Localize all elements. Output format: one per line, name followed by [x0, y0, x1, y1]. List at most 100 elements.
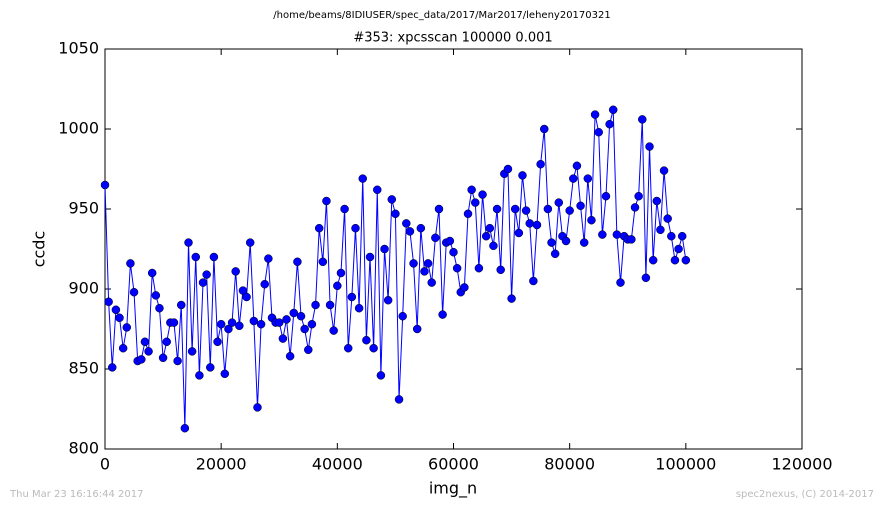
data-point	[216, 319, 226, 329]
data-point	[253, 403, 262, 412]
data-point	[616, 278, 625, 287]
data-point	[489, 241, 498, 251]
x-tick-label: 20000	[196, 455, 247, 474]
data-point	[652, 196, 662, 206]
data-point	[278, 334, 288, 343]
data-point	[314, 223, 324, 233]
data-point	[387, 195, 397, 204]
data-point	[463, 209, 473, 219]
footer-left: Thu Mar 23 16:16:44 2017	[9, 489, 143, 500]
data-point	[144, 347, 153, 356]
data-point	[471, 198, 480, 207]
data-point	[296, 311, 306, 321]
data-point	[289, 308, 299, 318]
data-point	[293, 257, 302, 267]
data-point	[412, 324, 422, 334]
chart-title: #353: xpcsscan 100000 0.001	[353, 31, 552, 46]
data-point	[351, 223, 360, 233]
data-point	[147, 268, 157, 278]
data-point	[434, 204, 444, 214]
data-point	[260, 279, 269, 289]
data-point	[235, 321, 244, 331]
suptitle: /home/beams/8IDIUSER/spec_data/2017/Mar2…	[273, 10, 610, 21]
data-point	[275, 318, 284, 327]
data-point	[169, 318, 179, 327]
data-point	[369, 343, 378, 353]
data-point	[249, 316, 259, 326]
data-point	[416, 223, 426, 233]
data-point	[391, 209, 400, 219]
data-point	[641, 273, 651, 283]
y-tick-label: 900	[68, 279, 99, 298]
data-point	[155, 303, 164, 313]
data-point	[307, 319, 317, 329]
data-point	[256, 319, 266, 329]
data-point	[598, 230, 607, 239]
data-point	[227, 318, 237, 327]
data-point	[510, 204, 520, 214]
data-point	[264, 254, 273, 263]
data-point	[300, 324, 309, 334]
data-point	[579, 238, 589, 247]
data-point	[206, 363, 215, 372]
data-point	[659, 166, 669, 175]
data-point	[634, 191, 643, 201]
data-point	[608, 105, 618, 115]
data-point	[594, 127, 603, 137]
data-point	[122, 323, 132, 332]
data-point	[118, 343, 128, 353]
x-tick-label: 80000	[544, 455, 595, 474]
data-point	[481, 231, 491, 241]
x-tick-label: 120000	[771, 455, 832, 474]
data-point	[478, 190, 487, 199]
data-point	[405, 227, 415, 236]
x-tick-label: 60000	[428, 455, 479, 474]
data-point	[140, 337, 150, 347]
data-point	[543, 204, 553, 214]
data-line	[104, 109, 687, 429]
data-point	[645, 142, 654, 151]
data-point	[630, 203, 640, 212]
y-axis-label: ccdc	[30, 231, 49, 268]
data-point	[304, 345, 313, 355]
y-tick-label: 1000	[58, 119, 99, 138]
y-tick-label: 800	[68, 439, 99, 458]
data-point	[162, 337, 171, 347]
data-point	[213, 337, 222, 347]
y-tick-label: 850	[68, 359, 99, 378]
footer-right: spec2nexus, (C) 2014-2017	[736, 489, 874, 500]
data-point	[173, 356, 182, 366]
data-point	[282, 315, 291, 324]
data-point	[137, 355, 146, 364]
data-point	[111, 305, 121, 315]
data-point	[108, 363, 117, 372]
data-point	[329, 326, 338, 335]
data-point	[398, 311, 407, 321]
data-point	[514, 228, 524, 238]
data-point	[449, 247, 458, 257]
data-point	[158, 353, 168, 363]
data-point	[583, 174, 593, 183]
data-point	[347, 292, 357, 302]
data-point	[569, 174, 578, 183]
data-point	[648, 255, 658, 265]
data-point	[402, 219, 411, 228]
data-point	[576, 201, 585, 211]
data-point	[409, 259, 418, 268]
data-point	[612, 230, 622, 239]
data-point	[438, 310, 447, 319]
data-point	[521, 206, 531, 215]
data-point	[311, 300, 320, 310]
data-point	[496, 265, 505, 275]
data-point	[202, 270, 211, 279]
data-point	[467, 185, 476, 195]
data-point	[231, 267, 240, 276]
data-point	[507, 294, 516, 303]
data-point	[663, 214, 672, 223]
data-point	[365, 252, 375, 262]
data-point	[677, 231, 687, 241]
data-point	[115, 313, 124, 323]
x-axis-label: img_n	[429, 479, 477, 499]
data-point	[373, 185, 382, 195]
